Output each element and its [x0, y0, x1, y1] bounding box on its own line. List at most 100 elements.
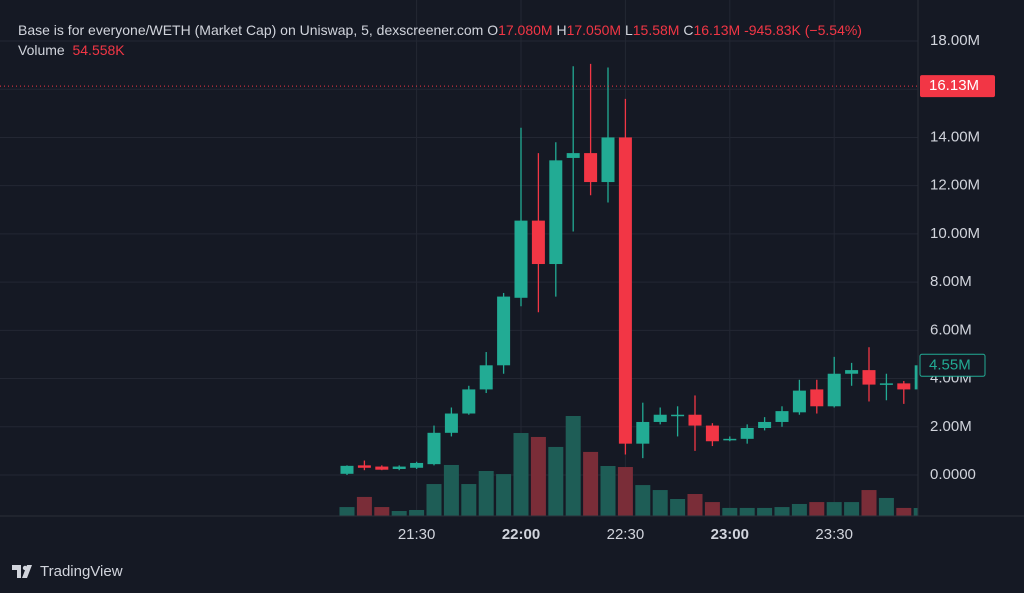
volume-bar: [374, 507, 390, 516]
volume-bar: [878, 497, 894, 516]
candle-body: [827, 373, 841, 407]
candle-body: [810, 389, 824, 407]
volume-bar: [826, 502, 842, 516]
volume-row: Volume 54.558K: [18, 40, 862, 60]
ohlc-value: 16.13M: [693, 22, 741, 38]
volume-bar: [791, 503, 807, 516]
candle-body: [723, 438, 737, 441]
candle-body: [479, 365, 493, 390]
candle-body: [688, 414, 702, 426]
brand: TradingView: [40, 563, 123, 580]
candle-body: [531, 220, 545, 265]
volume-bar: [861, 490, 877, 516]
x-tick-label: 22:00: [502, 526, 540, 543]
volume-bar: [478, 470, 494, 516]
volume-bar: [652, 490, 668, 516]
candle-body: [671, 414, 685, 417]
volume-bar: [844, 502, 860, 516]
candle-body: [357, 465, 371, 468]
candle-body: [410, 462, 424, 468]
volume-bar: [583, 451, 599, 516]
volume-bar: [687, 494, 703, 516]
brand-logo: [12, 564, 32, 578]
last-price-box: [919, 353, 986, 377]
candle-body: [392, 466, 406, 469]
volume-bar: [356, 496, 372, 516]
volume-bar: [600, 466, 616, 516]
legend: Base is for everyone/WETH (Market Cap) o…: [18, 20, 862, 60]
price-label-box: [920, 75, 995, 98]
volume-bar: [913, 508, 918, 516]
ohlc-key: O: [487, 22, 499, 38]
grid: [0, 0, 918, 516]
volume-bar: [530, 436, 546, 516]
candle-body: [862, 370, 876, 385]
candle-body: [758, 421, 772, 428]
volume-bar: [565, 416, 581, 516]
volume-bar: [461, 484, 477, 516]
volume-bar: [548, 446, 564, 516]
volume-bar: [426, 484, 442, 516]
y-tick-label: 2.00M: [930, 418, 972, 435]
volume-bar: [443, 464, 459, 516]
volume-bar: [739, 507, 755, 516]
x-tick-label: 23:00: [711, 526, 749, 543]
volume-bar: [896, 507, 912, 516]
volume-bar: [774, 507, 790, 516]
y-tick-label: 18.00M: [930, 32, 980, 49]
candle-body: [618, 137, 632, 444]
candle-body: [636, 421, 650, 444]
volume-bar: [409, 509, 425, 516]
volume-bar: [339, 507, 355, 516]
chart-title: Base is for everyone/WETH (Market Cap) o…: [18, 22, 484, 38]
volume-bar: [757, 507, 773, 516]
candle-body: [444, 413, 458, 433]
legend-row: Base is for everyone/WETH (Market Cap) o…: [18, 20, 862, 40]
last-price-label: 4.55M: [929, 356, 971, 373]
volume-bar: [635, 485, 651, 516]
candle-body: [427, 432, 441, 465]
plot-area: [0, 63, 918, 516]
ohlc-value: 17.050M: [566, 22, 622, 38]
candle-body: [584, 153, 598, 183]
candle-body: [514, 220, 528, 298]
ohlc-key: H: [556, 22, 567, 38]
ohlc-value: 17.080M: [498, 22, 553, 38]
candle-body: [497, 296, 511, 366]
candle-body: [340, 465, 354, 474]
volume-label: Volume: [18, 42, 65, 58]
volume-bar: [670, 498, 686, 516]
y-tick-label: 8.00M: [930, 273, 972, 290]
candle-body: [914, 365, 918, 390]
volume-bar: [391, 511, 407, 516]
candle-body: [740, 427, 754, 439]
volume-bar: [513, 433, 529, 516]
volume-value: 54.558K: [72, 42, 125, 58]
ohlc-key: L: [624, 22, 633, 38]
candle-body: [601, 137, 615, 183]
ohlc: O17.080M H17.050M L15.58M C16.13M: [487, 22, 744, 38]
x-tick-label: 23:30: [815, 526, 853, 543]
candle-body: [705, 425, 719, 442]
axes: 0.00002.00M4.00M6.00M8.00M10.00M12.00M14…: [398, 32, 995, 543]
footer: TradingView: [12, 563, 123, 580]
candle-body: [775, 411, 789, 422]
volume-bar: [704, 502, 720, 516]
y-tick-label: 10.00M: [930, 225, 980, 242]
change: -945.83K (−5.54%): [744, 22, 862, 38]
volume-bar: [809, 502, 825, 516]
y-tick-label: 0.0000: [930, 466, 976, 483]
y-tick-label: 12.00M: [930, 177, 980, 194]
y-tick-label: 14.00M: [930, 128, 980, 145]
candle-body: [566, 153, 580, 158]
candle-body: [549, 160, 563, 265]
price-label: 16.13M: [929, 77, 979, 94]
x-tick-label: 22:30: [607, 526, 645, 543]
candle-body: [897, 383, 911, 390]
volume-bar: [617, 467, 633, 516]
x-tick-label: 21:30: [398, 526, 436, 543]
volume-bar: [722, 507, 738, 516]
candle-body: [375, 466, 389, 470]
